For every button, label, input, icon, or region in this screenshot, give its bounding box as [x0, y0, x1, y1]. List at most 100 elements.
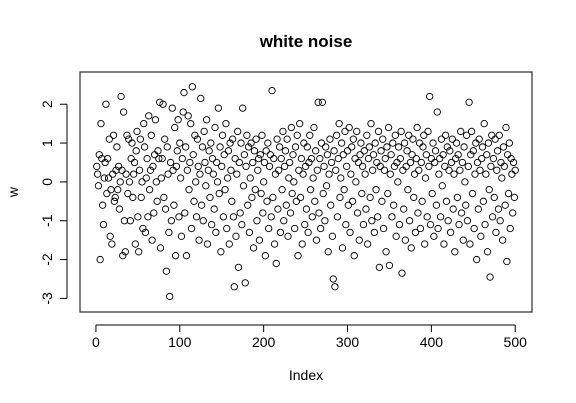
- point: [441, 131, 450, 139]
- point: [274, 205, 282, 213]
- point: [135, 166, 144, 174]
- point: [346, 228, 354, 237]
- point: [489, 154, 498, 163]
- point: [147, 131, 155, 139]
- point: [272, 259, 280, 268]
- point: [288, 189, 296, 198]
- point: [110, 197, 119, 205]
- point: [177, 232, 186, 240]
- point: [149, 162, 157, 171]
- point: [98, 201, 107, 209]
- point: [367, 120, 375, 128]
- point: [320, 162, 328, 171]
- point: [254, 154, 263, 163]
- point: [471, 170, 479, 178]
- point: [301, 220, 309, 229]
- point: [114, 186, 122, 194]
- point: [498, 174, 506, 182]
- point: [162, 267, 171, 275]
- point: [185, 186, 193, 194]
- point: [447, 228, 455, 237]
- point: [257, 189, 265, 198]
- point: [297, 154, 306, 163]
- point: [503, 257, 511, 266]
- point: [241, 279, 249, 287]
- y-tick-label: 2: [39, 100, 55, 108]
- point: [104, 174, 113, 182]
- point: [259, 209, 267, 217]
- point: [452, 139, 461, 147]
- point: [180, 88, 188, 97]
- point: [285, 174, 293, 182]
- point: [319, 189, 327, 198]
- point: [273, 135, 281, 143]
- point: [136, 135, 145, 143]
- point: [190, 197, 198, 205]
- point: [332, 131, 341, 139]
- point: [395, 143, 403, 151]
- point: [353, 209, 362, 217]
- point: [129, 193, 137, 202]
- point: [394, 178, 402, 186]
- point: [313, 166, 321, 174]
- point: [364, 154, 373, 163]
- point: [123, 131, 131, 139]
- point: [426, 92, 434, 101]
- point: [212, 228, 220, 237]
- x-tick-label: 500: [504, 334, 528, 350]
- point: [96, 255, 104, 264]
- point: [124, 189, 132, 198]
- point: [336, 193, 344, 202]
- point: [363, 131, 371, 139]
- point: [170, 201, 178, 209]
- point: [278, 186, 286, 194]
- point: [496, 217, 504, 225]
- point: [332, 166, 340, 174]
- point: [124, 135, 133, 143]
- point: [159, 100, 167, 108]
- point: [182, 143, 190, 151]
- point: [476, 166, 484, 174]
- point: [470, 224, 478, 233]
- point: [483, 248, 492, 256]
- point: [119, 252, 127, 260]
- point: [400, 139, 409, 147]
- point: [192, 213, 201, 221]
- point: [401, 236, 410, 244]
- point: [493, 147, 502, 155]
- point: [230, 283, 238, 291]
- point: [258, 131, 266, 139]
- point: [407, 244, 415, 252]
- point: [249, 244, 258, 252]
- point: [160, 193, 168, 202]
- point: [310, 123, 318, 132]
- point: [94, 182, 103, 190]
- point: [386, 170, 394, 178]
- point: [314, 98, 322, 106]
- point: [405, 217, 414, 225]
- point: [338, 244, 347, 252]
- point: [392, 232, 400, 240]
- point: [450, 170, 458, 178]
- point: [111, 193, 119, 202]
- point: [142, 174, 150, 182]
- point: [223, 174, 232, 182]
- point: [341, 127, 349, 136]
- point: [315, 209, 323, 217]
- point: [377, 147, 385, 155]
- point: [411, 228, 420, 237]
- point: [296, 120, 304, 128]
- point: [308, 213, 316, 221]
- point: [268, 86, 276, 95]
- point: [280, 217, 288, 225]
- point: [229, 213, 238, 221]
- point: [115, 205, 124, 213]
- point: [210, 205, 218, 213]
- point: [294, 252, 302, 260]
- point: [355, 236, 363, 244]
- point: [506, 224, 514, 233]
- point: [283, 135, 291, 143]
- point: [166, 292, 174, 301]
- point: [442, 197, 451, 205]
- point: [410, 193, 418, 202]
